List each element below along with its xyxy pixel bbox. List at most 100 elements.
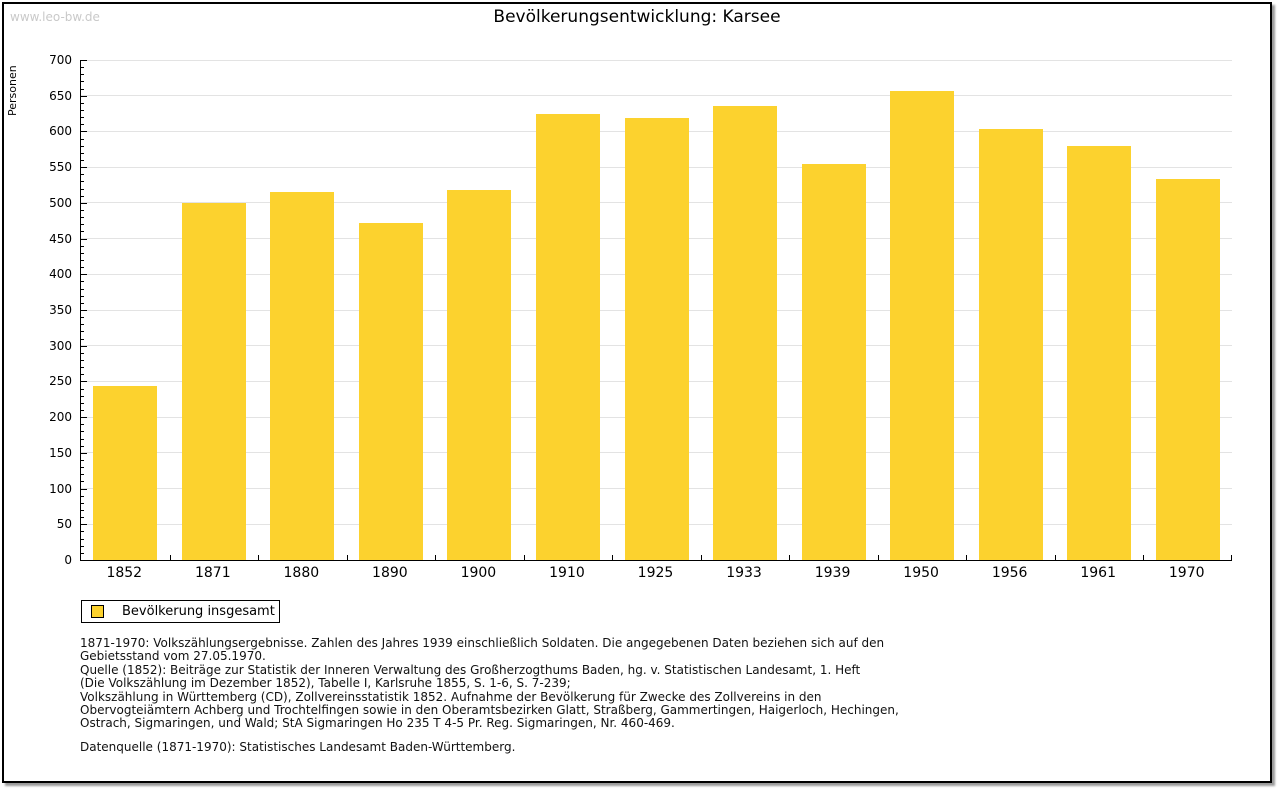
bar-1933	[713, 106, 778, 560]
y-tick-50	[81, 524, 87, 526]
y-tick-280	[81, 360, 84, 361]
y-tick-label-100: 100	[49, 481, 72, 496]
bar-1871	[181, 202, 246, 560]
x-tick-3	[346, 555, 348, 560]
y-tick-650	[81, 95, 87, 97]
y-tick-150	[81, 452, 87, 454]
y-tick-380	[81, 288, 84, 290]
legend-box: Bevölkerung insgesamt	[81, 600, 280, 623]
x-tick-label-1890: 1890	[372, 565, 408, 581]
y-tick-400	[81, 274, 87, 276]
y-tick-600	[81, 131, 87, 133]
y-tick-label-400: 400	[49, 267, 72, 282]
y-axis-tick-labels: 0 50 100 150 200 250 300 350 400 450 500 550 600 650 7…	[28, 54, 72, 566]
x-tick-9	[877, 555, 879, 560]
y-tick-430	[81, 252, 84, 254]
x-tick-label-1933: 1933	[726, 565, 762, 581]
y-tick-540	[81, 174, 84, 176]
x-tick-label-1950: 1950	[903, 565, 939, 581]
y-tick-480	[81, 217, 84, 219]
x-tick-label-1961: 1961	[1080, 565, 1116, 581]
plot-area	[80, 59, 1232, 561]
y-tick-560	[81, 160, 84, 161]
y-tick-320	[81, 331, 84, 333]
y-tick-140	[81, 460, 84, 461]
y-tick-20	[81, 545, 84, 547]
y-tick-60	[81, 517, 84, 519]
y-tick-90	[81, 495, 84, 497]
x-tick-label-1871: 1871	[194, 565, 231, 581]
x-tick-7	[700, 555, 702, 560]
y-tick-label-650: 650	[49, 88, 72, 103]
footnote-line-1: 1871-1970: Volkszählungsergebnisse. Zahl…	[80, 636, 885, 650]
y-tick-label-450: 450	[49, 231, 72, 246]
gridline-650	[81, 95, 1232, 97]
bar-1956	[978, 128, 1043, 560]
y-tick-220	[81, 402, 84, 404]
y-tick-label-700: 700	[49, 53, 72, 67]
y-tick-500	[81, 202, 87, 204]
y-tick-190	[81, 424, 84, 426]
x-tick-2	[258, 555, 260, 560]
x-tick-1	[169, 555, 171, 560]
y-tick-label-0: 0	[64, 553, 72, 567]
footnote-line-5: Volkszählung in Württemberg (CD), Zollve…	[80, 689, 822, 704]
y-tick-510	[81, 195, 84, 197]
y-tick-240	[81, 388, 84, 390]
y-tick-470	[81, 224, 84, 226]
y-tick-label-200: 200	[49, 410, 72, 425]
chart-content: www.leo-bw.de Bevölkerungsentwicklung: K…	[4, 4, 1270, 781]
y-axis-title: Personen	[6, 65, 19, 116]
y-tick-580	[81, 145, 84, 147]
bar-1900	[447, 190, 512, 560]
x-tick-10	[966, 555, 968, 560]
bar-1939	[801, 163, 866, 560]
y-tick-label-150: 150	[49, 445, 72, 460]
legend-label: Bevölkerung insgesamt	[122, 604, 275, 619]
y-tick-120	[81, 474, 84, 476]
y-tick-160	[81, 445, 84, 447]
y-tick-10	[81, 552, 84, 554]
footnote-line-3: Quelle (1852): Beiträge zur Statistik de…	[80, 662, 861, 677]
y-tick-80	[81, 502, 84, 504]
y-tick-270	[81, 367, 84, 369]
x-tick-label-1939: 1939	[814, 565, 851, 581]
y-tick-620	[81, 117, 84, 119]
bar-1925	[624, 117, 689, 560]
y-tick-520	[81, 188, 84, 190]
y-tick-label-350: 350	[49, 303, 72, 317]
x-tick-label-1880: 1880	[283, 565, 320, 581]
y-tick-390	[81, 281, 84, 283]
y-tick-420	[81, 260, 84, 261]
y-tick-230	[81, 395, 84, 397]
y-tick-460	[81, 231, 84, 233]
y-tick-210	[81, 410, 84, 411]
y-tick-label-300: 300	[49, 338, 72, 353]
x-tick-label-1900: 1900	[460, 565, 497, 581]
y-tick-550	[81, 167, 87, 169]
y-tick-610	[81, 124, 84, 126]
y-tick-290	[81, 352, 84, 354]
y-tick-70	[81, 510, 84, 511]
footnotes: 1871-1970: Volkszählungsergebnisse. Zahl…	[80, 636, 1220, 731]
x-tick-label-1910: 1910	[549, 565, 585, 581]
y-tick-340	[81, 317, 84, 319]
y-tick-170	[81, 438, 84, 440]
y-tick-590	[81, 138, 84, 140]
bar-1890	[358, 222, 423, 560]
y-tick-180	[81, 431, 84, 433]
y-tick-100	[81, 488, 87, 490]
x-tick-12	[1143, 555, 1145, 560]
y-tick-660	[81, 88, 84, 90]
y-tick-330	[81, 324, 84, 326]
y-tick-110	[81, 481, 84, 483]
datasource-note: Datenquelle (1871-1970): Statistisches L…	[80, 740, 516, 754]
x-tick-label-1925: 1925	[637, 565, 674, 581]
y-tick-label-600: 600	[49, 124, 72, 139]
x-tick-end	[1231, 555, 1232, 560]
y-tick-490	[81, 210, 84, 211]
footnote-line-7: Ostrach, Sigmaringen, und Wald; StA Sigm…	[80, 716, 675, 731]
bar-1910	[535, 113, 600, 560]
y-tick-350	[81, 310, 87, 311]
y-tick-630	[81, 110, 84, 111]
